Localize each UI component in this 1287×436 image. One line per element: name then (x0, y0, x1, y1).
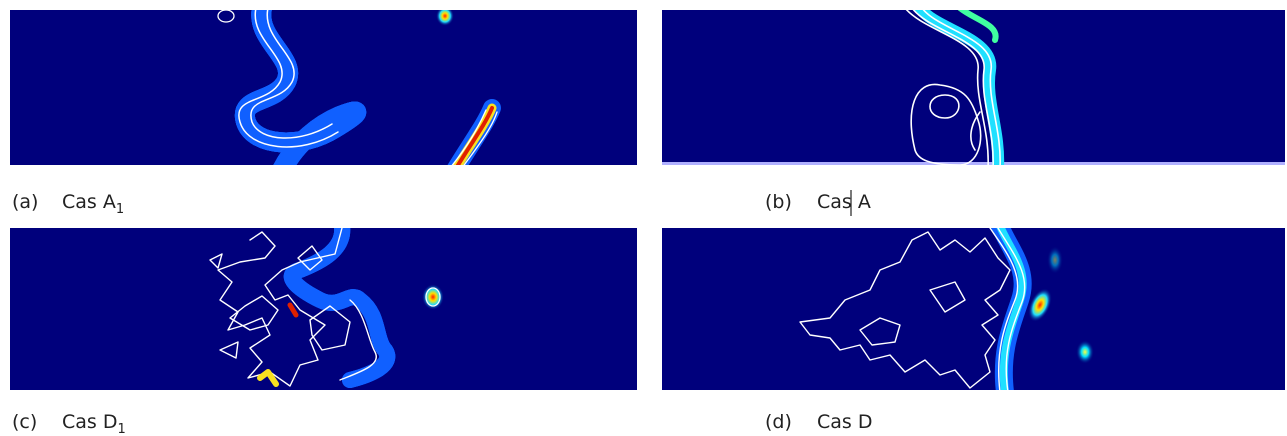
flame-shape (425, 287, 441, 307)
flame-shape (297, 245, 323, 271)
flame-shape (957, 10, 999, 43)
caption-tag: (d) (765, 411, 792, 433)
flame-shape (799, 231, 1011, 389)
flame-shape (309, 305, 351, 351)
flame-shape (970, 111, 981, 151)
caption-tag: (c) (12, 411, 37, 433)
flame-shape (905, 10, 1005, 165)
flame-shape (250, 10, 333, 139)
caption: Cas A1 (62, 191, 124, 217)
caption-text: Cas D (62, 411, 117, 433)
flame-shape (436, 10, 454, 26)
flame-shape (229, 295, 279, 331)
panel-b (662, 10, 1285, 165)
flame-shape (929, 94, 960, 119)
flame-shape (238, 10, 339, 148)
flame-shape (339, 299, 378, 381)
flame-shape (1047, 246, 1063, 274)
caption: Cas D (817, 411, 872, 433)
flame-shape (451, 109, 498, 165)
caption: Cas A (817, 191, 871, 213)
flame-shape (997, 228, 1026, 390)
flame-shape (929, 281, 966, 313)
flame-shape (910, 83, 982, 165)
caption-subscript: 1 (116, 202, 124, 217)
caption-text: Cas A (62, 191, 116, 213)
flame-shape (905, 10, 1001, 165)
flame-shape (217, 10, 501, 165)
flame-shape (996, 228, 1027, 390)
flame-shape (922, 10, 1001, 165)
flame-shape (455, 106, 494, 165)
flame-shape (905, 10, 989, 165)
caption-tag: (b) (765, 191, 792, 213)
flame-shape (859, 317, 901, 346)
flame-shape (662, 10, 1285, 165)
flame-shape (1028, 288, 1052, 322)
flame-shape (217, 228, 343, 387)
flame-shape (662, 228, 1285, 390)
flame-shape (914, 10, 1005, 165)
caption-subscript: 1 (117, 422, 125, 436)
panel-c (10, 228, 637, 390)
flame-shape (209, 228, 387, 388)
panel-d (662, 228, 1285, 390)
flame-shape (1076, 340, 1094, 364)
flame-shape (989, 228, 1019, 390)
flame-shape (799, 228, 1026, 390)
flame-shape (662, 162, 1285, 165)
flame-shape (219, 341, 239, 359)
flame-shape (209, 228, 378, 387)
flame-shape (287, 302, 299, 318)
flame-shape (217, 10, 235, 23)
flame-shape (799, 228, 1032, 390)
flame-shape (209, 253, 223, 269)
flame-shape (912, 10, 994, 165)
caption: Cas D1 (62, 411, 126, 436)
flame-shape (257, 369, 279, 387)
panel-a (10, 10, 637, 165)
caption-tag: (a) (12, 191, 38, 213)
